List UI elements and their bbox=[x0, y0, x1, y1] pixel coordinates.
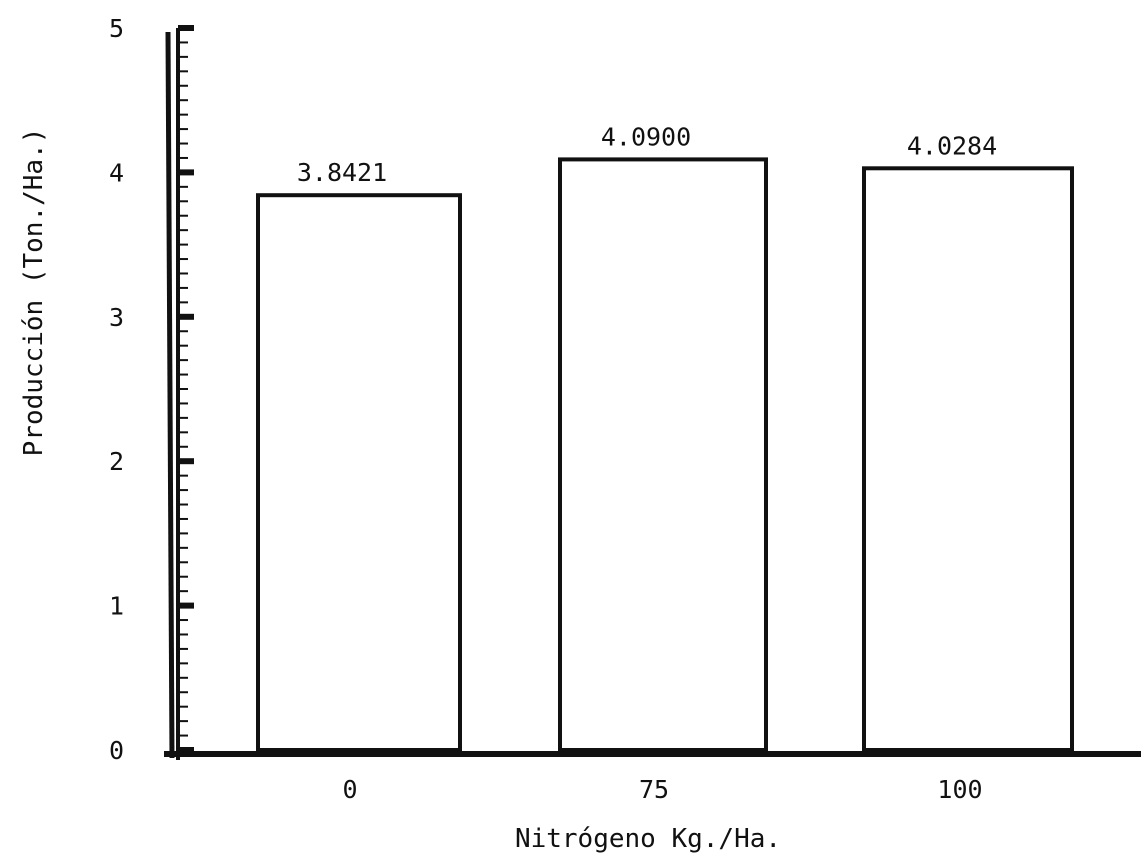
x-tick-label-100: 100 bbox=[937, 775, 982, 804]
y-tick-label-1: 1 bbox=[109, 592, 124, 621]
y-axis-line-outer bbox=[165, 31, 175, 759]
y-tick-label-0: 0 bbox=[109, 736, 124, 765]
bar-75 bbox=[558, 157, 768, 753]
bar-0 bbox=[256, 193, 462, 753]
data-label-75: 4.0900 bbox=[601, 122, 691, 151]
data-label-100: 4.0284 bbox=[907, 131, 997, 160]
y-ticks: 0 1 2 3 4 5 bbox=[109, 14, 194, 765]
y-axis-title: Producción (Ton./Ha.) bbox=[19, 128, 49, 457]
x-tick-label-0: 0 bbox=[342, 775, 357, 804]
labels: 3.8421 0 4.0900 75 4.0284 100 bbox=[297, 122, 997, 804]
y-tick-label-4: 4 bbox=[109, 158, 124, 187]
y-tick-label-5: 5 bbox=[109, 14, 124, 43]
bar-100 bbox=[862, 166, 1074, 753]
axes bbox=[164, 28, 1141, 760]
x-axis-title: Nitrógeno Kg./Ha. bbox=[515, 824, 781, 854]
y-tick-label-3: 3 bbox=[109, 303, 124, 332]
bars bbox=[256, 157, 1074, 753]
data-label-0: 3.8421 bbox=[297, 158, 387, 187]
x-tick-label-75: 75 bbox=[639, 775, 669, 804]
y-tick-label-2: 2 bbox=[109, 447, 124, 476]
